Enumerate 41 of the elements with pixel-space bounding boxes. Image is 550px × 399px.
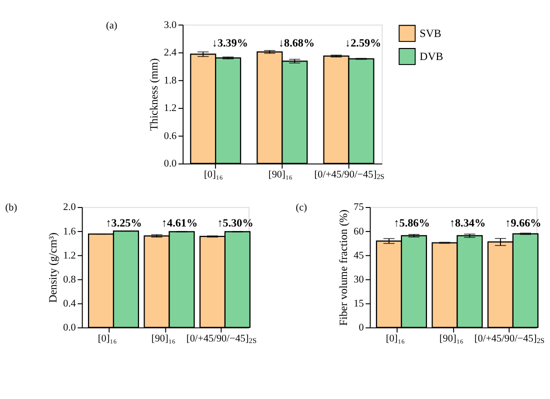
x-tick-label: [90]₁₆	[151, 333, 176, 344]
x-tick-label: [0]₁₆	[204, 169, 224, 180]
y-axis-title: Thickness (mm)	[148, 58, 160, 131]
annotation: ↑4.61%	[161, 217, 198, 230]
chart-title: (a)	[106, 20, 118, 32]
annotation: ↑5.86%	[394, 217, 430, 230]
y-axis-title: Fiber volume fraction (%)	[338, 209, 350, 326]
annotation: ↑8.34%	[449, 217, 486, 230]
y-tick-label: 30	[354, 274, 364, 286]
y-tick-label: 3.0	[164, 20, 177, 31]
y-tick-label: 1.2	[63, 250, 76, 262]
y-tick-label: 1.2	[164, 103, 177, 114]
y-tick-label: 60	[354, 226, 364, 238]
legend-label: DVB	[420, 51, 444, 64]
y-tick-label: 0.6	[164, 130, 177, 142]
y-tick-label: 0.8	[63, 274, 76, 286]
x-tick-label: [0]₁₆	[386, 333, 406, 344]
x-tick-label: [90]₁₆	[439, 333, 464, 344]
y-tick-label: 1.8	[164, 75, 177, 86]
annotation: ↓8.68%	[278, 37, 315, 50]
y-tick-label: 0.0	[164, 158, 177, 170]
annotation: ↑3.25%	[106, 217, 142, 230]
y-axis-title: Density (g/cm³)	[48, 232, 60, 303]
annotation: ↑5.30%	[217, 217, 254, 230]
x-tick-label: [90]₁₆	[268, 169, 293, 180]
chart-title: (c)	[296, 202, 308, 214]
y-tick-label: 75	[354, 202, 364, 214]
legend-label: SVB	[420, 28, 442, 40]
x-tick-label: [0]₁₆	[98, 333, 118, 344]
y-tick-label: 45	[354, 250, 364, 262]
y-tick-label: 2.0	[63, 202, 76, 214]
annotation: ↑9.66%	[505, 217, 542, 230]
chart-title: (b)	[5, 202, 18, 214]
y-tick-label: 2.4	[164, 48, 177, 59]
y-tick-label: 0.0	[63, 322, 76, 334]
y-tick-label: 15	[354, 298, 364, 310]
annotation: ↓2.59%	[345, 37, 382, 50]
y-tick-label: 1.6	[63, 226, 76, 238]
y-tick-label: 0.4	[63, 298, 76, 310]
annotation: ↓3.39%	[212, 37, 248, 50]
y-tick-label: 0	[358, 322, 364, 334]
